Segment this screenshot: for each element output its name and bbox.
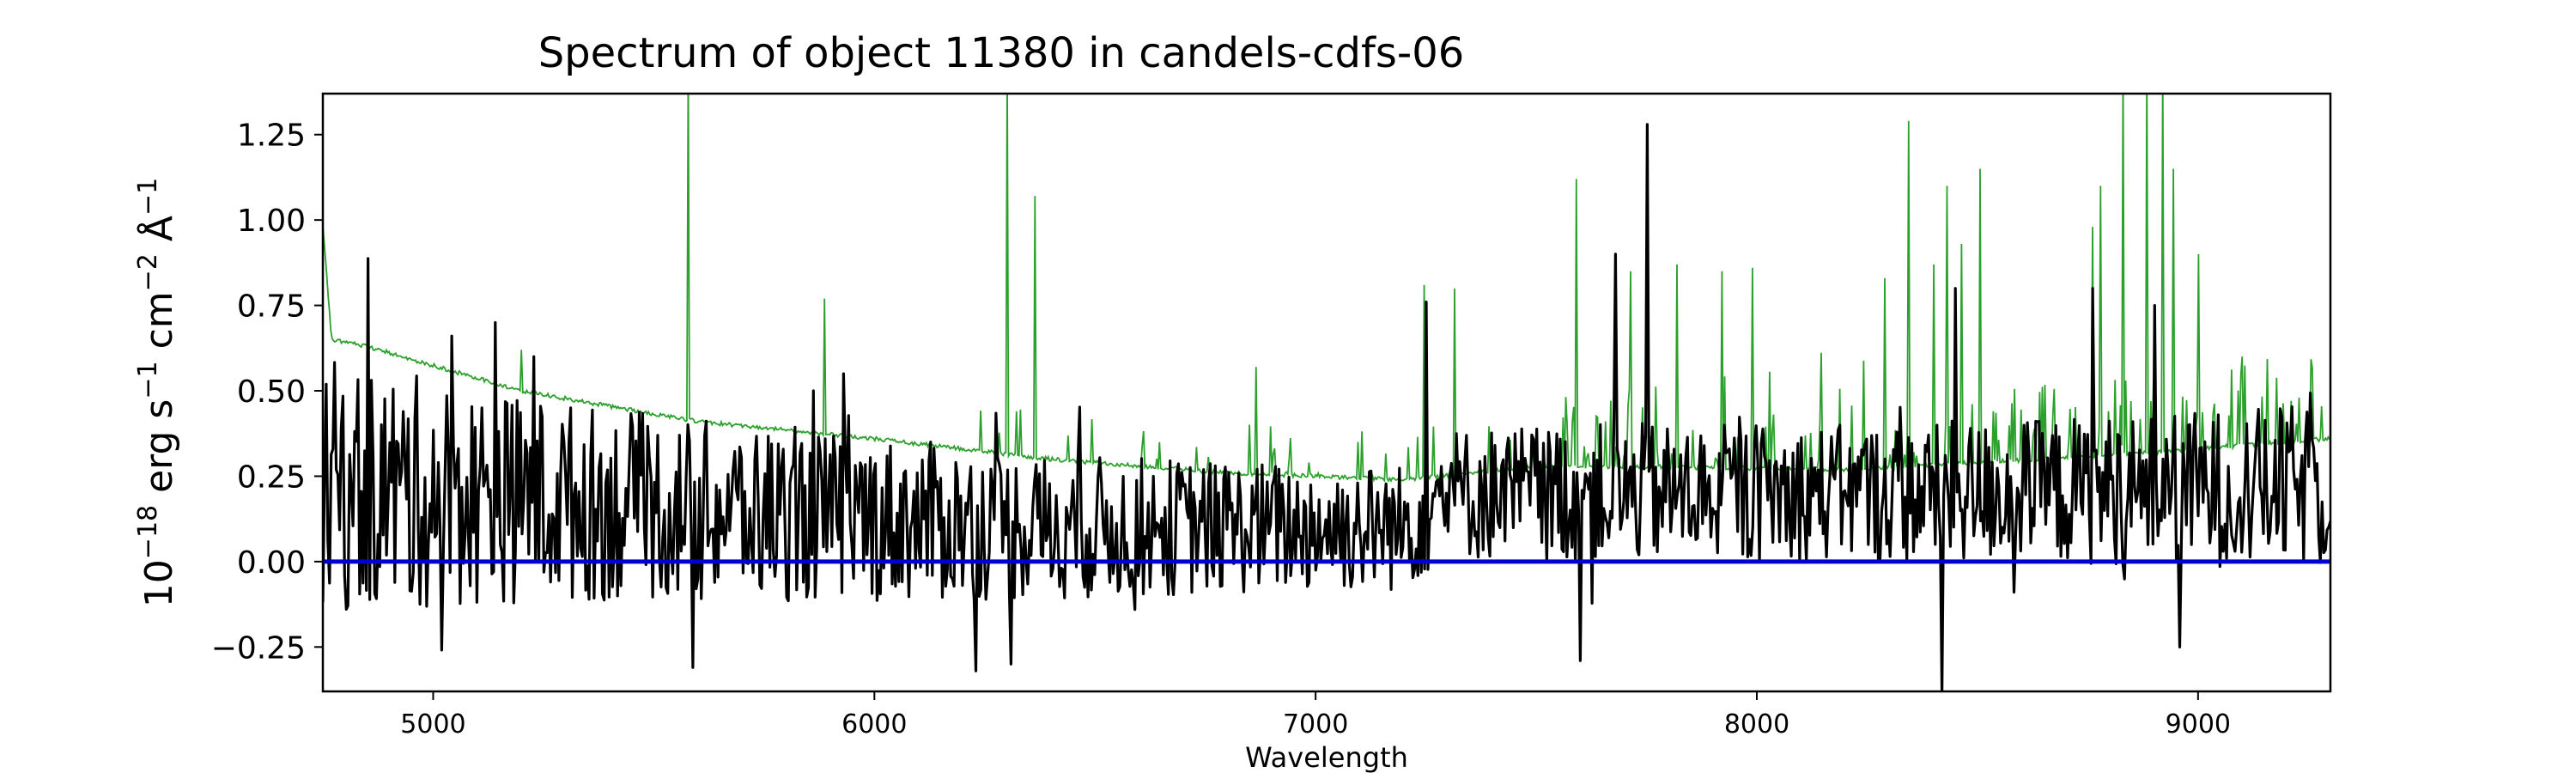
- x-tick-label: 7000: [1283, 709, 1348, 740]
- y-tick-label: 0.50: [237, 374, 306, 410]
- x-tick-label: 6000: [841, 709, 907, 740]
- chart-title: Spectrum of object 11380 in candels-cdfs…: [538, 29, 1465, 77]
- flux-series-layer: [323, 123, 2330, 691]
- y-label-base: 10: [137, 559, 181, 607]
- y-tick-label: 1.25: [237, 119, 306, 154]
- y-label-unit-b: cm: [137, 291, 181, 361]
- y-tick-label: −0.25: [211, 630, 306, 666]
- error-spectrum-line: [323, 94, 2330, 484]
- y-tick-label: 0.75: [237, 289, 306, 325]
- x-axis: 5000 6000 7000 8000 9000: [400, 691, 2231, 740]
- plot-area: [321, 92, 2332, 693]
- error-series-layer: [323, 94, 2330, 484]
- y-tick-label: 1.00: [237, 204, 306, 239]
- y-tick-label: 0.00: [237, 545, 306, 581]
- y-axis-label: 10−18 erg s−1 cm−2 Å−1: [133, 178, 181, 607]
- y-label-exp4: −1: [133, 178, 163, 216]
- y-label-exp2: −1: [133, 361, 163, 399]
- y-axis: −0.25 0.00 0.25 0.50 0.75 1.00 1.25: [211, 119, 323, 666]
- x-tick-label: 5000: [400, 709, 465, 740]
- y-tick-label: 0.25: [237, 460, 306, 495]
- y-label-unit-a: erg s: [137, 399, 181, 505]
- plot-frame: [321, 92, 2332, 693]
- y-label-exp3: −2: [133, 253, 163, 291]
- flux-spectrum-line: [323, 123, 2330, 691]
- y-label-exp1: −18: [133, 505, 163, 559]
- y-label-unit-c: Å: [136, 216, 181, 253]
- x-tick-label: 8000: [1724, 709, 1789, 740]
- x-axis-label: Wavelength: [1245, 741, 1408, 773]
- x-tick-label: 9000: [2166, 709, 2231, 740]
